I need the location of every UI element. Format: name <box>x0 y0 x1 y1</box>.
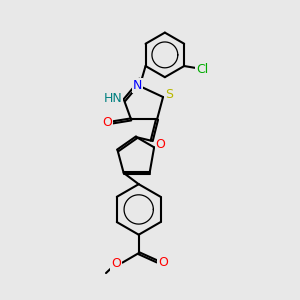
Text: N: N <box>133 80 142 92</box>
Text: O: O <box>156 138 166 151</box>
Text: S: S <box>166 88 174 101</box>
Text: HN: HN <box>103 92 122 104</box>
Text: H: H <box>157 137 166 150</box>
Text: O: O <box>158 256 168 268</box>
Text: O: O <box>112 257 122 270</box>
Text: O: O <box>102 116 112 129</box>
Text: Cl: Cl <box>196 62 209 76</box>
